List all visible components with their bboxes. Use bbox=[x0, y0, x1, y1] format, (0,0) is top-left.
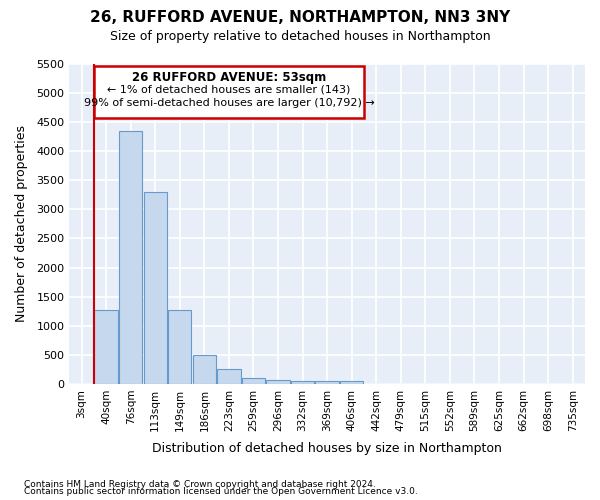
Bar bbox=[193, 355, 216, 384]
Bar bbox=[119, 131, 142, 384]
Bar bbox=[242, 378, 265, 384]
Text: 26 RUFFORD AVENUE: 53sqm: 26 RUFFORD AVENUE: 53sqm bbox=[132, 71, 326, 84]
Bar bbox=[316, 381, 339, 384]
Text: ← 1% of detached houses are smaller (143): ← 1% of detached houses are smaller (143… bbox=[107, 85, 350, 95]
Bar bbox=[217, 370, 241, 384]
Text: 99% of semi-detached houses are larger (10,792) →: 99% of semi-detached houses are larger (… bbox=[83, 98, 374, 108]
Text: Contains HM Land Registry data © Crown copyright and database right 2024.: Contains HM Land Registry data © Crown c… bbox=[24, 480, 376, 489]
Bar bbox=[340, 381, 364, 384]
Bar bbox=[266, 380, 290, 384]
Y-axis label: Number of detached properties: Number of detached properties bbox=[15, 126, 28, 322]
Bar bbox=[168, 310, 191, 384]
Text: Contains public sector information licensed under the Open Government Licence v3: Contains public sector information licen… bbox=[24, 487, 418, 496]
Text: 26, RUFFORD AVENUE, NORTHAMPTON, NN3 3NY: 26, RUFFORD AVENUE, NORTHAMPTON, NN3 3NY bbox=[90, 10, 510, 25]
X-axis label: Distribution of detached houses by size in Northampton: Distribution of detached houses by size … bbox=[152, 442, 502, 455]
Bar bbox=[143, 192, 167, 384]
Bar bbox=[291, 381, 314, 384]
Bar bbox=[94, 310, 118, 384]
Text: Size of property relative to detached houses in Northampton: Size of property relative to detached ho… bbox=[110, 30, 490, 43]
FancyBboxPatch shape bbox=[94, 66, 364, 118]
